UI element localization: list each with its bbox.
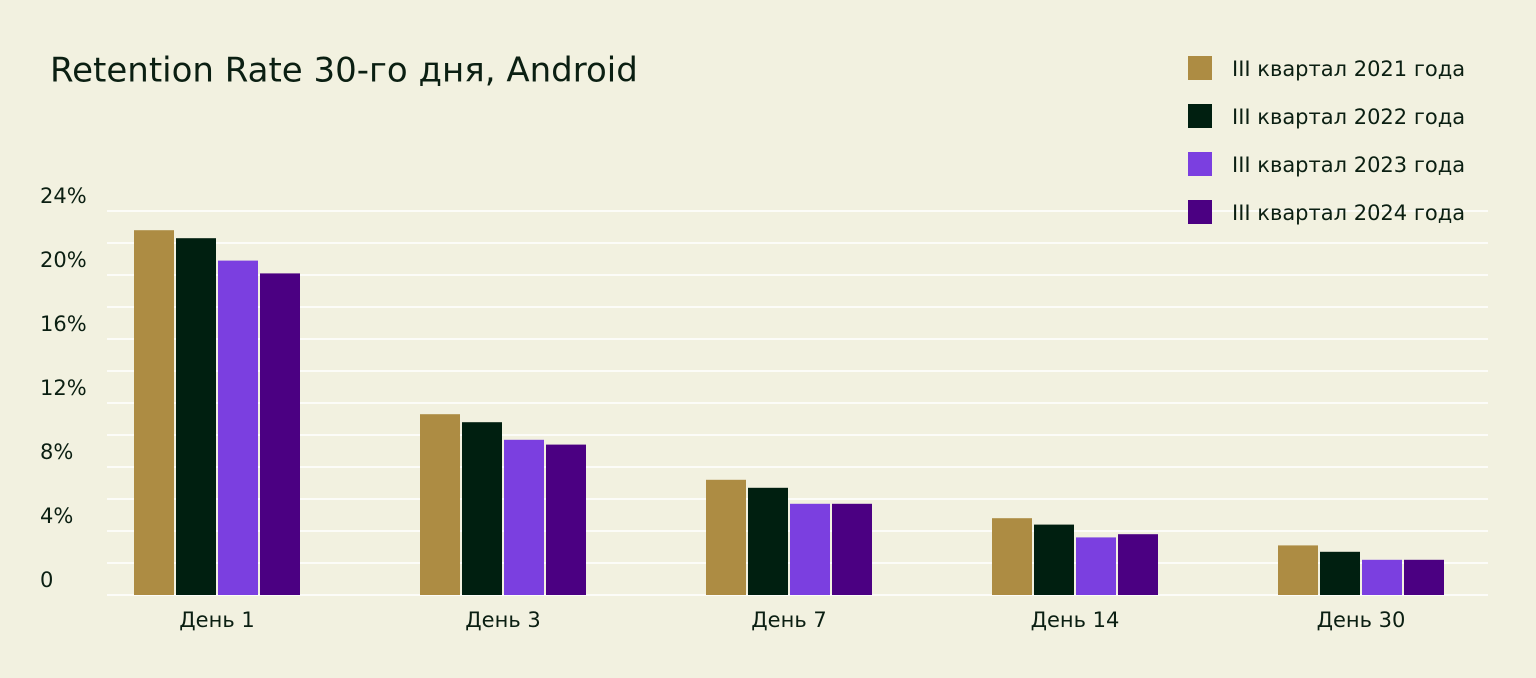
bar <box>832 503 872 595</box>
bar <box>1278 545 1318 595</box>
bar <box>420 414 460 595</box>
bar <box>1320 551 1360 595</box>
x-tick-label: День 30 <box>1317 608 1406 632</box>
x-tick-label: День 1 <box>179 608 254 632</box>
bar <box>134 230 174 595</box>
legend-swatch <box>1188 152 1212 176</box>
legend-swatch <box>1188 104 1212 128</box>
y-tick-label: 4% <box>40 504 73 528</box>
y-tick-label: 20% <box>40 248 87 272</box>
y-tick-label: 8% <box>40 440 73 464</box>
bar <box>1404 559 1444 595</box>
legend-label: III квартал 2021 года <box>1232 57 1465 81</box>
legend-swatch <box>1188 56 1212 80</box>
x-tick-label: День 7 <box>751 608 826 632</box>
x-tick-label: День 14 <box>1031 608 1120 632</box>
bar <box>706 479 746 595</box>
legend-swatch <box>1188 200 1212 224</box>
bar <box>546 444 586 595</box>
chart-title: Retention Rate 30-го дня, Android <box>50 51 638 91</box>
bar <box>1076 537 1116 595</box>
bar <box>462 422 502 595</box>
legend-label: III квартал 2024 года <box>1232 201 1465 225</box>
bar <box>504 439 544 595</box>
bar <box>748 487 788 595</box>
bar <box>1034 524 1074 595</box>
y-tick-label: 24% <box>40 184 87 208</box>
bar <box>260 273 300 595</box>
bar <box>218 260 258 595</box>
y-tick-label: 16% <box>40 312 87 336</box>
bar <box>1362 559 1402 595</box>
legend-label: III квартал 2022 года <box>1232 105 1465 129</box>
bar <box>790 503 830 595</box>
bar <box>1118 534 1158 595</box>
legend-label: III квартал 2023 года <box>1232 153 1465 177</box>
y-tick-label: 0 <box>40 568 53 592</box>
bar <box>176 238 216 595</box>
x-tick-label: День 3 <box>465 608 540 632</box>
y-tick-label: 12% <box>40 376 87 400</box>
bar <box>992 518 1032 595</box>
